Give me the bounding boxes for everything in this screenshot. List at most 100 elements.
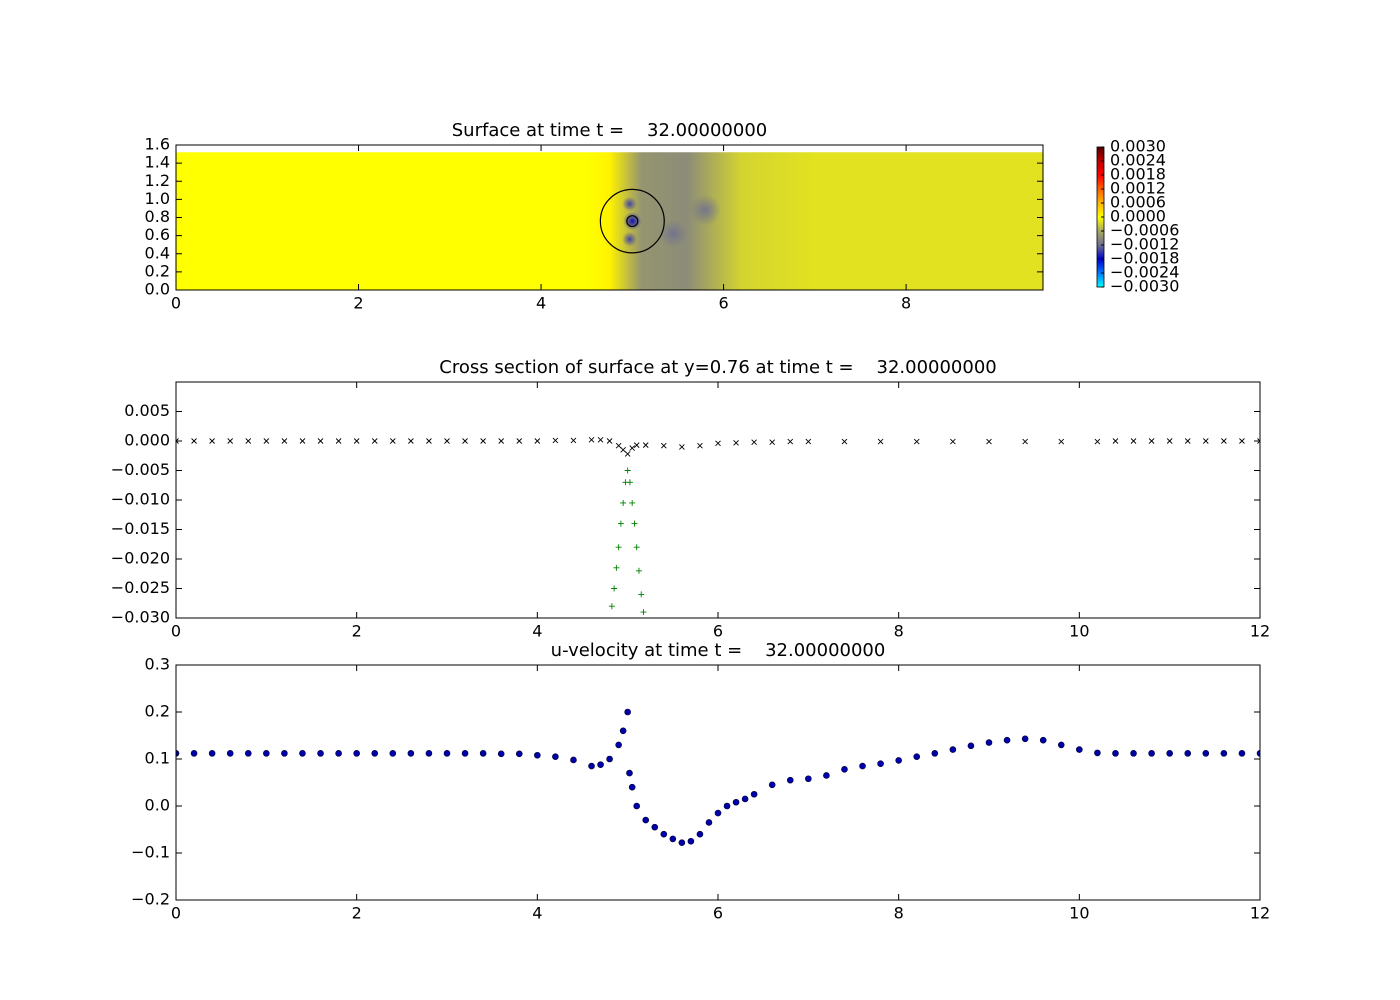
point	[353, 438, 360, 444]
point	[750, 790, 758, 798]
point	[642, 442, 649, 448]
x-tick-label: 6	[713, 622, 723, 641]
point	[696, 830, 704, 838]
point	[624, 451, 631, 457]
point	[1221, 438, 1227, 444]
point	[741, 795, 749, 803]
y-tick-label: 0.6	[145, 225, 170, 244]
point	[877, 438, 884, 445]
point	[986, 438, 992, 445]
blob	[689, 194, 721, 226]
circle-outline	[599, 188, 665, 254]
x-tick-label: 10	[1069, 622, 1089, 641]
point	[461, 750, 469, 757]
point	[1094, 749, 1101, 757]
point	[534, 438, 541, 444]
point	[1057, 741, 1065, 749]
y-tick-label: 0.2	[145, 261, 170, 280]
point	[895, 757, 902, 764]
x-tick-label: 8	[901, 294, 911, 313]
point	[633, 442, 640, 448]
point	[611, 585, 618, 592]
point	[633, 802, 641, 810]
point	[1220, 750, 1228, 757]
x-tick-label: 8	[894, 904, 904, 923]
colorbar-tick-label: −0.0018	[1110, 249, 1179, 268]
point	[1202, 750, 1210, 757]
point	[317, 438, 324, 444]
point	[1058, 438, 1065, 445]
point	[1076, 746, 1083, 753]
point	[408, 438, 414, 444]
point	[1022, 438, 1028, 445]
point	[588, 437, 595, 443]
colorbar-tick-label: 0.0030	[1110, 137, 1166, 156]
point	[620, 447, 626, 453]
point	[335, 438, 342, 444]
axes-frame	[175, 381, 1261, 619]
point	[805, 775, 812, 783]
point	[619, 727, 627, 735]
point	[515, 750, 523, 758]
y-tick-label: −0.030	[111, 608, 170, 627]
point	[715, 440, 721, 447]
point	[389, 750, 397, 757]
blob	[622, 196, 637, 212]
x-tick-label: 2	[353, 294, 363, 313]
point	[660, 830, 668, 838]
point	[1112, 750, 1119, 757]
point	[631, 520, 638, 527]
circle-outline	[626, 215, 639, 228]
point	[615, 544, 622, 551]
point	[787, 438, 794, 445]
point	[931, 750, 939, 757]
point	[607, 621, 613, 627]
subplot-title: u-velocity at time t = 32.00000000	[551, 640, 886, 661]
x-tick-label: 2	[352, 904, 362, 923]
colorbar-tick-label: −0.0012	[1110, 235, 1179, 254]
point	[859, 762, 866, 770]
point	[678, 839, 686, 846]
point	[1148, 438, 1155, 444]
point	[697, 442, 703, 449]
point	[841, 438, 848, 445]
point	[498, 438, 505, 444]
point	[638, 591, 645, 598]
subplot: 0.00300.00240.00180.00120.00060.0000−0.0…	[145, 120, 1180, 313]
y-tick-label: −0.015	[111, 519, 170, 538]
x-tick-label: 6	[718, 294, 728, 313]
point	[732, 798, 740, 806]
point	[615, 442, 622, 449]
x-tick-label: 0	[171, 294, 181, 313]
point	[1003, 736, 1011, 744]
point	[733, 439, 739, 446]
blob	[623, 212, 642, 231]
colorbar-tick-label: 0.0000	[1110, 207, 1166, 226]
point	[985, 739, 993, 746]
point	[281, 438, 288, 444]
subplot: Cross section of surface at y=0.76 at ti…	[111, 357, 1270, 641]
y-tick-label: 0.2	[145, 702, 170, 721]
point	[1021, 735, 1029, 743]
point	[281, 750, 288, 757]
point	[642, 816, 650, 824]
y-tick-label: −0.005	[111, 460, 170, 479]
point	[597, 437, 604, 443]
point	[426, 438, 432, 444]
plot-area	[176, 152, 1043, 290]
point	[444, 438, 450, 444]
point	[263, 750, 270, 757]
point	[552, 753, 559, 760]
point	[407, 750, 415, 757]
point	[299, 750, 306, 757]
x-tick-label: 6	[713, 904, 723, 923]
point	[353, 750, 360, 757]
point	[371, 750, 379, 757]
point	[823, 772, 830, 779]
point	[299, 438, 306, 444]
point	[769, 439, 776, 445]
point	[805, 438, 812, 445]
point	[588, 762, 595, 770]
